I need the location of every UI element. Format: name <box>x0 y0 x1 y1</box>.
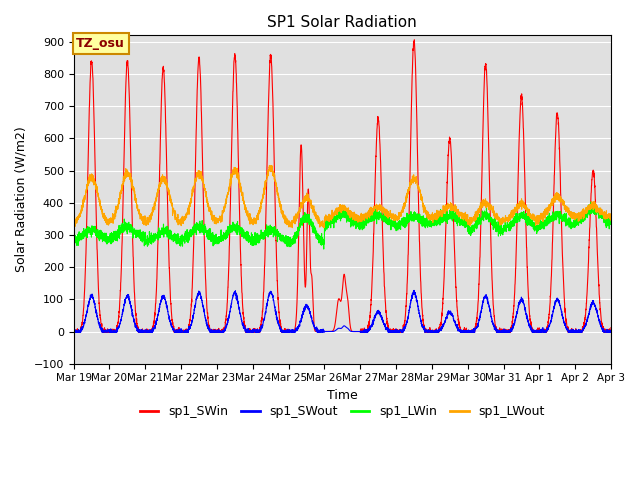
sp1_LWin <box>320 246 328 252</box>
X-axis label: Time: Time <box>327 389 358 402</box>
Line: sp1_LWout: sp1_LWout <box>74 166 611 228</box>
sp1_LWin <box>433 216 441 222</box>
sp1_LWout <box>320 225 328 230</box>
sp1_SWin <box>323 329 330 335</box>
sp1_LWin <box>463 219 470 225</box>
sp1_SWout <box>493 329 501 335</box>
Text: TZ_osu: TZ_osu <box>76 37 125 50</box>
sp1_SWin <box>463 329 470 335</box>
sp1_LWin <box>607 221 614 227</box>
sp1_SWout <box>433 327 441 333</box>
sp1_SWin <box>410 37 418 43</box>
sp1_SWin <box>70 329 77 335</box>
sp1_SWin <box>607 325 615 331</box>
Line: sp1_SWin: sp1_SWin <box>74 40 611 332</box>
Title: SP1 Solar Radiation: SP1 Solar Radiation <box>268 15 417 30</box>
sp1_LWout <box>493 216 501 221</box>
sp1_LWin <box>493 227 501 233</box>
sp1_SWin <box>433 328 441 334</box>
sp1_LWout <box>70 221 77 227</box>
sp1_SWin <box>607 329 614 335</box>
sp1_LWout <box>268 163 275 168</box>
sp1_SWout <box>463 329 470 335</box>
Y-axis label: Solar Radiation (W/m2): Solar Radiation (W/m2) <box>15 127 28 273</box>
sp1_LWout <box>166 198 174 204</box>
sp1_LWout <box>323 216 330 221</box>
sp1_LWin <box>607 216 615 221</box>
sp1_LWout <box>607 218 615 224</box>
sp1_LWin <box>588 199 595 205</box>
sp1_SWout <box>607 329 615 335</box>
Line: sp1_SWout: sp1_SWout <box>74 290 611 332</box>
Legend: sp1_SWin, sp1_SWout, sp1_LWin, sp1_LWout: sp1_SWin, sp1_SWout, sp1_LWin, sp1_LWout <box>134 400 550 423</box>
sp1_LWout <box>463 217 470 223</box>
sp1_LWin <box>70 234 77 240</box>
sp1_SWout <box>410 288 418 293</box>
Line: sp1_LWin: sp1_LWin <box>74 202 611 249</box>
sp1_SWout <box>607 329 614 335</box>
sp1_SWin <box>493 329 501 335</box>
sp1_SWin <box>70 328 77 334</box>
sp1_SWin <box>166 291 174 297</box>
sp1_LWin <box>323 223 330 229</box>
sp1_SWout <box>323 329 330 335</box>
sp1_LWout <box>433 212 441 218</box>
sp1_LWin <box>166 233 174 239</box>
sp1_SWout <box>166 318 174 324</box>
sp1_SWout <box>70 329 77 335</box>
sp1_LWout <box>607 216 614 221</box>
